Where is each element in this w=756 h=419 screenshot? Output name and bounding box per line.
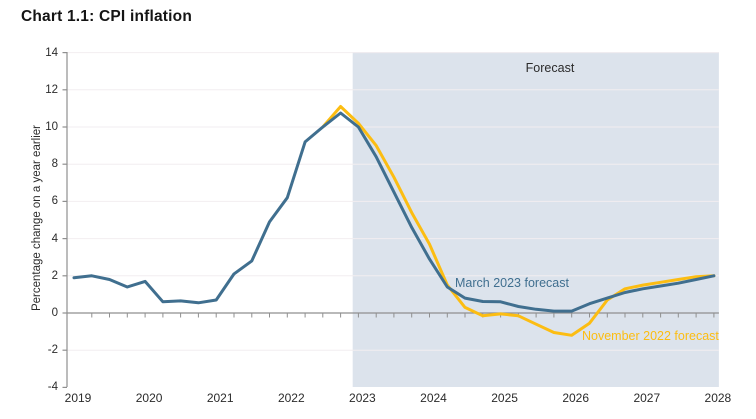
y-tick-label: 12 bbox=[45, 83, 58, 96]
x-tick-label: 2024 bbox=[420, 391, 447, 405]
y-tick-label: -4 bbox=[47, 381, 58, 394]
x-tick-label: 2020 bbox=[135, 391, 163, 405]
chart-title: Chart 1.1: CPI inflation bbox=[21, 8, 193, 25]
forecast-region-label: Forecast bbox=[525, 61, 575, 75]
x-tick-label: 2021 bbox=[206, 391, 234, 405]
y-tick-label: 4 bbox=[51, 232, 58, 245]
november-2022-forecast-label: November 2022 forecast bbox=[582, 329, 719, 343]
y-tick-label: 0 bbox=[51, 307, 58, 319]
y-tick-label: 8 bbox=[51, 158, 58, 171]
x-tick-label: 2028 bbox=[704, 391, 732, 405]
y-tick-label: 10 bbox=[45, 121, 58, 133]
series-march-2023-forecast bbox=[72, 111, 716, 313]
forecast-band bbox=[352, 52, 719, 387]
x-tick-label: 2022 bbox=[277, 391, 305, 405]
x-tick-label: 2027 bbox=[633, 391, 661, 405]
march-2023-forecast-label: March 2023 forecast bbox=[455, 276, 569, 290]
x-tick-label: 2019 bbox=[64, 391, 92, 405]
x-tick-label: 2025 bbox=[491, 391, 518, 405]
y-tick-label: 14 bbox=[45, 46, 58, 59]
x-tick-label: 2026 bbox=[562, 391, 590, 405]
y-tick-label: -2 bbox=[47, 344, 58, 357]
x-tick-label: 2023 bbox=[349, 391, 376, 405]
y-tick-label: 6 bbox=[51, 195, 58, 208]
series-november-2022-forecast bbox=[321, 105, 716, 337]
y-tick-label: 2 bbox=[51, 269, 58, 282]
